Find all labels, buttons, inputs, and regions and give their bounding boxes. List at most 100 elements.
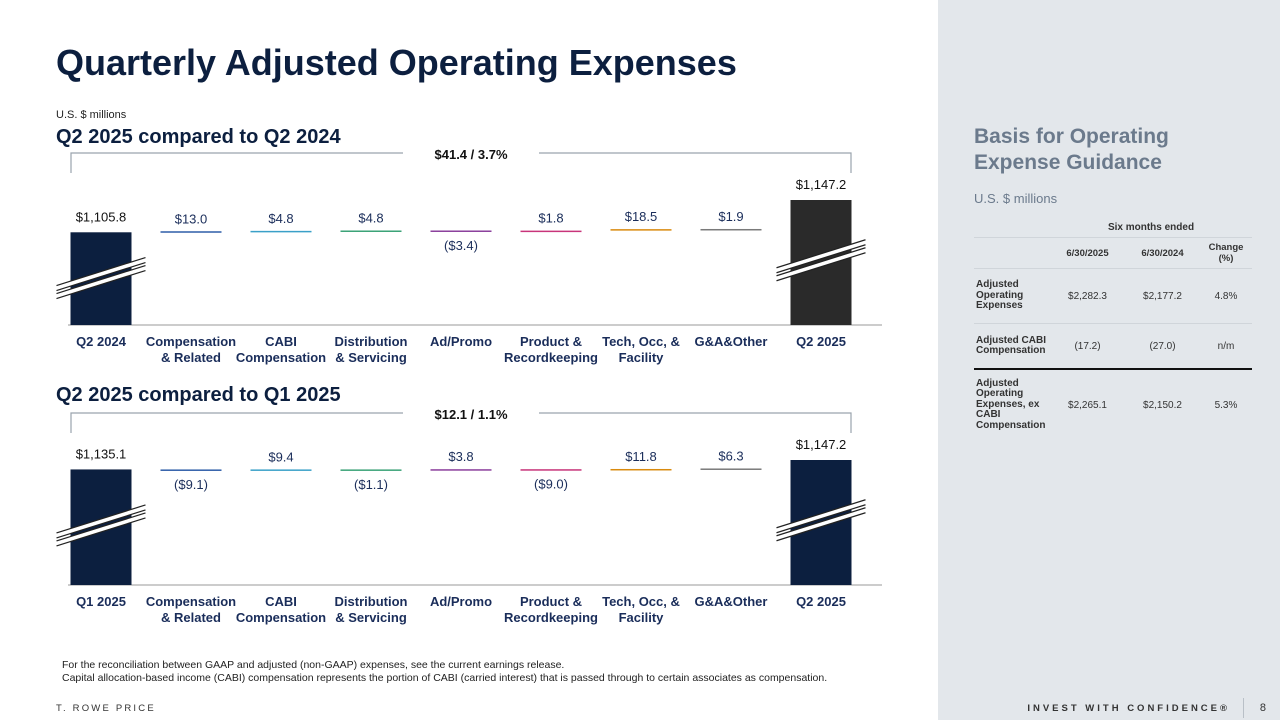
delta-bar <box>610 468 672 471</box>
col-header: Change (%) <box>1200 237 1252 269</box>
change-label: $41.4 / 3.7% <box>435 147 508 162</box>
guidance-title: Basis for Operating Expense Guidance <box>974 125 1169 174</box>
axis-break-gap <box>56 505 147 538</box>
category-label: Tech, Occ, & <box>602 334 680 349</box>
delta-bar <box>340 469 402 471</box>
row-label: Adjusted Operating Expenses <box>974 268 1050 324</box>
category-label: Distribution <box>335 334 408 349</box>
data-label: ($9.0) <box>534 477 568 492</box>
guidance-units: U.S. $ millions <box>974 191 1058 206</box>
data-label: $1,105.8 <box>76 209 127 224</box>
data-label: $4.8 <box>268 211 293 226</box>
data-label: $1.8 <box>538 211 563 226</box>
category-label: Compensation <box>146 594 236 609</box>
axis-break-gap <box>775 507 867 541</box>
category-label: Compensation <box>236 610 326 625</box>
delta-bar <box>430 469 492 471</box>
data-label: $9.4 <box>268 449 293 464</box>
axis-break-line <box>56 509 146 539</box>
category-label: Distribution <box>335 594 408 609</box>
axis-break-line <box>776 504 866 534</box>
axis-break-line <box>776 247 866 277</box>
change-label: $12.1 / 1.1% <box>435 407 508 422</box>
table-cell: $2,177.2 <box>1125 268 1200 324</box>
units-label: U.S. $ millions <box>56 109 127 121</box>
axis-break-gap <box>775 499 867 533</box>
data-label: $4.8 <box>358 210 383 225</box>
table-cell: n/m <box>1200 323 1252 370</box>
row-label: Adjusted Operating Expenses, ex CABI Com… <box>976 377 1046 431</box>
axis-break-line <box>56 504 146 534</box>
chart1-subtitle: Q2 2025 compared to Q2 2024 <box>56 126 341 148</box>
guidance-table: Six months ended 6/30/2025 6/30/2024 Cha… <box>974 218 1252 440</box>
chart2-subtitle: Q2 2025 compared to Q1 2025 <box>56 384 341 406</box>
delta-bar <box>520 469 582 471</box>
delta-bar <box>700 468 762 470</box>
category-label: Q2 2025 <box>796 594 846 609</box>
data-label: $1,135.1 <box>76 446 127 461</box>
category-label: CABI <box>265 594 297 609</box>
change-label-bg <box>403 148 539 164</box>
category-label: & Related <box>161 610 221 625</box>
category-label: Compensation <box>146 334 236 349</box>
delta-bar <box>250 230 312 233</box>
axis-break-line <box>56 264 146 295</box>
axis-break-gap <box>775 239 867 273</box>
category-label: Product & <box>520 334 582 349</box>
category-label: Tech, Occ, & <box>602 594 680 609</box>
footnote-1: For the reconciliation between GAAP and … <box>62 659 565 671</box>
data-label: ($9.1) <box>174 477 208 492</box>
category-label: Q2 2024 <box>76 334 127 349</box>
category-label: & Servicing <box>335 610 407 625</box>
axis-break-line <box>56 512 146 542</box>
axis-break-line <box>776 507 866 537</box>
axis-break-line <box>56 256 146 287</box>
data-label: $1,147.2 <box>796 437 847 452</box>
waterfall-chart-q2-vs-q1: $12.1 / 1.1% $1,135.1 Q1 2025 ($9.1) Compens… <box>56 407 882 625</box>
change-label-bg <box>403 408 539 424</box>
delta-bar <box>430 230 492 232</box>
footnote-2: Capital allocation-based income (CABI) c… <box>62 672 828 684</box>
axis-break-line <box>776 252 866 282</box>
col-header: 6/30/2025 <box>1050 237 1125 269</box>
delta-bar <box>520 230 582 233</box>
category-label: Recordkeeping <box>504 350 598 365</box>
axis-break-line <box>776 499 866 529</box>
category-label: Recordkeeping <box>504 610 598 625</box>
axis-break-gap <box>56 257 147 291</box>
category-label: CABI <box>265 334 297 349</box>
delta-bar <box>160 469 222 471</box>
table-cell: 4.8% <box>1200 268 1252 324</box>
col-header: 6/30/2024 <box>1125 237 1200 269</box>
page-divider <box>1243 698 1244 718</box>
data-label: ($3.4) <box>444 238 478 253</box>
category-label: Ad/Promo <box>430 334 492 349</box>
group-header: Six months ended <box>1107 222 1195 233</box>
category-label: G&A&Other <box>695 594 768 609</box>
data-label: $1.9 <box>718 209 743 224</box>
data-label: $6.3 <box>718 448 743 463</box>
category-label: Facility <box>619 350 665 365</box>
data-label: $11.8 <box>625 449 657 464</box>
axis-break-line <box>56 269 146 300</box>
axis-break-line <box>776 244 866 274</box>
data-label: $1,147.2 <box>796 177 847 192</box>
data-label: $13.0 <box>175 211 208 226</box>
category-label: Facility <box>619 610 665 625</box>
table-cell: 5.3% <box>1214 399 1238 411</box>
data-label: ($1.1) <box>354 477 388 492</box>
data-label: $3.8 <box>448 449 473 464</box>
category-label: Product & <box>520 594 582 609</box>
page-title: Quarterly Adjusted Operating Expenses <box>56 42 737 83</box>
waterfall-chart-q2-vs-q2: $41.4 / 3.7% $1,105.8 Q2 2024 $13.0 Compensa… <box>56 147 882 365</box>
category-label: Ad/Promo <box>430 594 492 609</box>
data-label: $18.5 <box>625 209 658 224</box>
table-cell: (27.0) <box>1125 323 1200 370</box>
delta-bar <box>610 229 672 231</box>
table-cell: $2,265.1 <box>1068 399 1107 411</box>
slogan-text: INVEST WITH CONFIDENCE® <box>1027 703 1230 714</box>
row-label: Adjusted CABI Compensation <box>974 323 1050 370</box>
delta-bar <box>250 469 312 471</box>
brand-logo-text: T. ROWE PRICE <box>56 703 156 714</box>
category-label: G&A&Other <box>695 334 768 349</box>
